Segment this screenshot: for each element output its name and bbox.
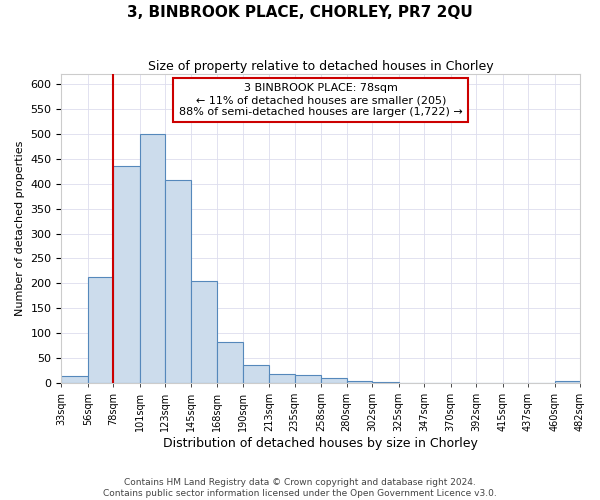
X-axis label: Distribution of detached houses by size in Chorley: Distribution of detached houses by size … xyxy=(163,437,478,450)
Text: 3, BINBROOK PLACE, CHORLEY, PR7 2QU: 3, BINBROOK PLACE, CHORLEY, PR7 2QU xyxy=(127,5,473,20)
Text: Contains HM Land Registry data © Crown copyright and database right 2024.
Contai: Contains HM Land Registry data © Crown c… xyxy=(103,478,497,498)
Bar xyxy=(191,281,217,383)
Bar xyxy=(554,381,580,383)
Text: 3 BINBROOK PLACE: 78sqm
← 11% of detached houses are smaller (205)
88% of semi-d: 3 BINBROOK PLACE: 78sqm ← 11% of detache… xyxy=(179,84,463,116)
Bar xyxy=(347,380,372,383)
Bar xyxy=(217,342,243,383)
Bar xyxy=(88,278,113,383)
Bar xyxy=(269,374,295,383)
Bar xyxy=(61,376,88,383)
Bar xyxy=(295,374,321,383)
Bar xyxy=(243,365,269,383)
Bar xyxy=(113,166,140,383)
Bar xyxy=(372,382,398,383)
Bar xyxy=(321,378,347,383)
Bar xyxy=(140,134,166,383)
Y-axis label: Number of detached properties: Number of detached properties xyxy=(15,141,25,316)
Bar xyxy=(166,180,191,383)
Title: Size of property relative to detached houses in Chorley: Size of property relative to detached ho… xyxy=(148,60,494,73)
